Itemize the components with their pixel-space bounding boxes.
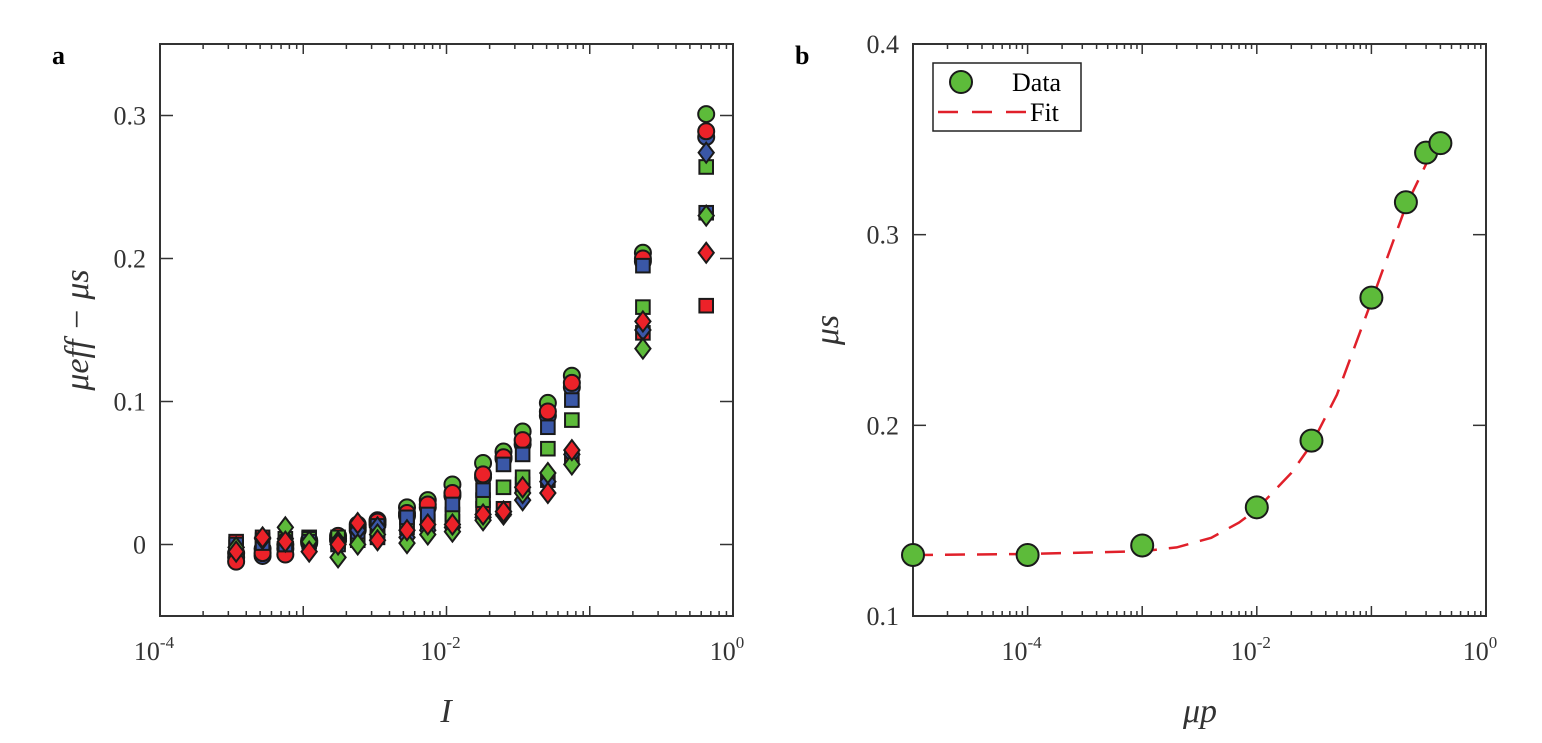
data-point-square xyxy=(540,440,556,457)
data-point-diamond xyxy=(494,499,513,524)
data-point-diamond xyxy=(443,512,462,537)
data-point-square xyxy=(564,412,580,428)
x-tick-base: 10 xyxy=(1002,637,1028,666)
y-tick-label: 0 xyxy=(133,531,146,560)
y-tick-label: 0.4 xyxy=(867,30,900,59)
data-point-circle xyxy=(697,122,716,141)
data-point-diamond xyxy=(398,531,416,555)
data-point xyxy=(1359,285,1384,310)
data-point-diamond xyxy=(368,528,387,552)
data-point-diamond xyxy=(697,141,716,165)
x-tick-exponent: -2 xyxy=(446,633,460,652)
data-point-diamond xyxy=(418,512,437,537)
legend-label-data: Data xyxy=(1012,68,1062,97)
data-point-square xyxy=(495,479,512,496)
x-tick-exponent: -4 xyxy=(160,633,175,652)
data-point-diamond xyxy=(329,532,347,557)
x-tick-exponent: -4 xyxy=(1028,633,1043,652)
x-tick-base: 10 xyxy=(420,637,446,666)
data-point xyxy=(901,542,925,567)
data-point xyxy=(1393,190,1418,215)
x-tick-label: 100 xyxy=(710,633,745,666)
data-point-diamond xyxy=(227,539,245,564)
data-point-square xyxy=(475,482,491,498)
x-tick-base: 10 xyxy=(710,637,736,666)
panel-label-b: b xyxy=(795,41,809,70)
data-point-diamond xyxy=(474,502,492,527)
data-point-square xyxy=(698,297,714,314)
data-point-square xyxy=(540,419,556,436)
data-point-diamond xyxy=(348,511,367,535)
data-point xyxy=(1244,495,1269,520)
y-axis-label: μs xyxy=(809,315,846,346)
panel-label-a: a xyxy=(52,41,65,70)
data-point-diamond xyxy=(348,532,367,557)
legend-data-marker xyxy=(949,70,973,94)
plot-frame xyxy=(912,43,1487,617)
legend-label-fit: Fit xyxy=(1030,98,1060,127)
data-point-diamond xyxy=(562,452,581,477)
fit-curve xyxy=(912,131,1444,557)
y-tick-label: 0.3 xyxy=(867,221,900,250)
data-point-diamond xyxy=(300,539,319,564)
x-tick-label: 10-4 xyxy=(134,633,175,666)
data-point-circle xyxy=(538,402,557,421)
data-point-square xyxy=(444,496,461,513)
x-tick-label: 10-2 xyxy=(420,633,460,666)
series-square-4 xyxy=(228,159,714,556)
data-point xyxy=(1428,131,1453,156)
data-point-diamond xyxy=(634,336,652,361)
x-axis-label: μp xyxy=(1182,693,1217,730)
y-tick-label: 0.2 xyxy=(867,411,900,440)
data-point-diamond xyxy=(276,529,295,554)
x-tick-label: 10-4 xyxy=(1002,633,1043,666)
x-tick-base: 10 xyxy=(1463,637,1489,666)
data-point-diamond xyxy=(329,545,347,570)
data-point-diamond xyxy=(697,203,716,228)
x-tick-label: 10-2 xyxy=(1231,633,1271,666)
x-axis-label: I xyxy=(439,693,453,730)
x-tick-base: 10 xyxy=(1231,637,1257,666)
data-point-square xyxy=(564,392,580,408)
data-point-diamond xyxy=(253,525,272,550)
data-point-circle xyxy=(562,373,581,392)
y-axis-label: μeff − μs xyxy=(59,269,96,391)
x-tick-base: 10 xyxy=(134,637,160,666)
data-point-square xyxy=(635,257,651,274)
data-point xyxy=(1130,533,1155,558)
data-point-square xyxy=(514,446,531,463)
data-point-diamond xyxy=(634,309,652,334)
y-tick-label: 0.1 xyxy=(867,602,900,631)
y-tick-label: 0.2 xyxy=(114,245,147,274)
x-tick-exponent: -2 xyxy=(1257,633,1271,652)
series-diamond-8 xyxy=(227,241,716,564)
y-tick-label: 0.3 xyxy=(114,102,147,131)
data-point-diamond xyxy=(513,475,532,499)
data-point xyxy=(1015,542,1040,567)
data-point-circle xyxy=(513,431,532,450)
data-point-diamond xyxy=(539,481,557,505)
x-tick-exponent: 0 xyxy=(736,633,745,652)
data-point-circle xyxy=(474,465,493,484)
x-tick-label: 100 xyxy=(1463,633,1498,666)
data-point-square xyxy=(495,456,512,473)
x-tick-exponent: 0 xyxy=(1489,633,1498,652)
data-point-diamond xyxy=(697,241,716,265)
data-point-circle xyxy=(697,105,716,124)
y-tick-label: 0.1 xyxy=(114,388,147,417)
data-point xyxy=(1299,428,1324,453)
data-point-diamond xyxy=(562,438,581,462)
data-point-diamond xyxy=(398,518,416,542)
